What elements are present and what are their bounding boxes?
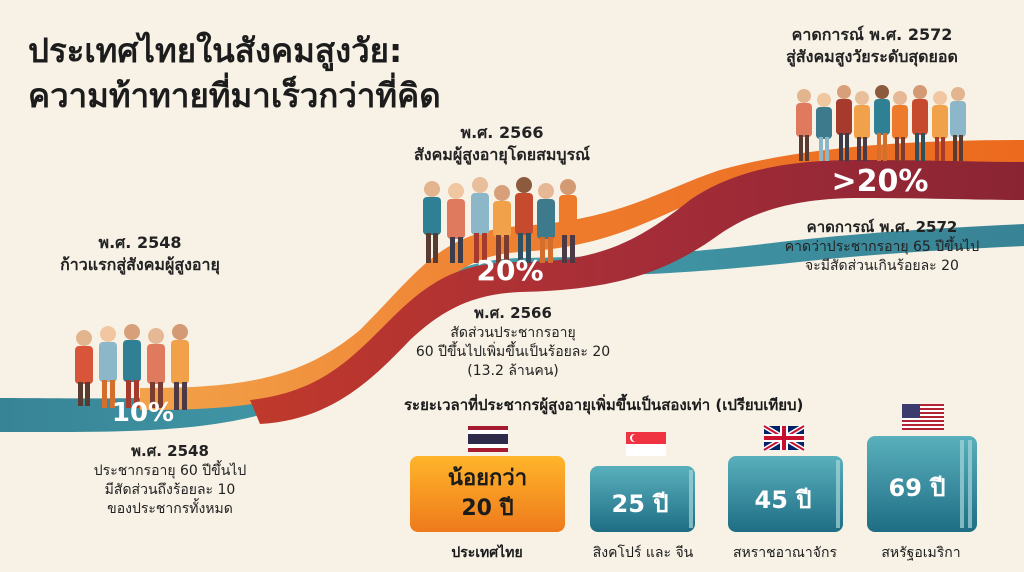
milestone-2548-heading: พ.ศ. 2548 ก้าวแรกสู่สังคมผู้สูงอายุ bbox=[20, 232, 260, 276]
milestone-2548-percent: 10% bbox=[111, 398, 175, 428]
milestone-2572-title: สู่สังคมสูงวัยระดับสุดยอด bbox=[786, 47, 958, 66]
thailand-flag bbox=[468, 426, 508, 452]
milestone-2566-detail-line: 60 ปีขึ้นไปเพิ่มขึ้นเป็นร้อยละ 20 bbox=[415, 344, 611, 360]
milestone-2566-heading: พ.ศ. 2566 สังคมผู้สูงอายุโดยสมบูรณ์ bbox=[372, 122, 632, 166]
crimson-ribbon bbox=[250, 160, 1024, 424]
milestone-2548-year: พ.ศ. 2548 bbox=[98, 233, 182, 252]
country-label-thailand: ประเทศไทย bbox=[451, 545, 523, 561]
milestone-2548-detail-line: ประชากรอายุ 60 ปีขึ้นไป bbox=[93, 463, 247, 479]
milestone-2566-detail-line: (13.2 ล้านคน) bbox=[467, 363, 559, 379]
bar-usa-value: 69 ปี bbox=[888, 474, 946, 502]
milestone-2548-title: ก้าวแรกสู่สังคมผู้สูงอายุ bbox=[60, 255, 220, 274]
bar-thailand-value-line-1: น้อยกว่า bbox=[447, 466, 528, 491]
milestone-2566-detail: พ.ศ. 2566 สัดส่วนประชากรอายุ 60 ปีขึ้นไป… bbox=[388, 302, 638, 381]
milestone-2566-detail-line: สัดส่วนประชากรอายุ bbox=[450, 325, 576, 341]
country-label-usa: สหรัฐอเมริกา bbox=[881, 545, 961, 561]
elderly-group-illustration-2566 bbox=[423, 177, 577, 263]
title-line-2: ความท้าทายที่มาเร็วกว่าที่คิด bbox=[28, 76, 441, 115]
milestone-2572-detail-year: คาดการณ์ พ.ศ. 2572 bbox=[806, 218, 958, 236]
milestone-2572-detail-line: จะมีสัดส่วนเกินร้อยละ 20 bbox=[805, 258, 959, 274]
title-line-1: ประเทศไทยในสังคมสูงวัย: bbox=[28, 31, 403, 70]
bar-singapore-china-value: 25 ปี bbox=[611, 490, 669, 518]
milestone-2572-heading: คาดการณ์ พ.ศ. 2572 สู่สังคมสูงวัยระดับสุ… bbox=[752, 24, 992, 68]
milestone-2566-percent: 20% bbox=[476, 254, 544, 287]
milestone-2566-title: สังคมผู้สูงอายุโดยสมบูรณ์ bbox=[413, 145, 590, 164]
uk-flag bbox=[762, 423, 806, 453]
elderly-group-illustration-2572 bbox=[796, 85, 966, 161]
milestone-2566-detail-year: พ.ศ. 2566 bbox=[474, 304, 552, 322]
milestone-2548-detail-line: มีสัดส่วนถึงร้อยละ 10 bbox=[104, 482, 236, 498]
milestone-2572-detail: คาดการณ์ พ.ศ. 2572 คาดว่าประชากรอายุ 65 … bbox=[762, 216, 1002, 276]
comparison-title: ระยะเวลาที่ประชากรผู้สูงอายุเพิ่มขึ้นเป็… bbox=[404, 396, 804, 414]
bar-uk-value: 45 ปี bbox=[754, 486, 812, 514]
milestone-2548-detail-line: ของประชากรทั้งหมด bbox=[107, 501, 233, 517]
page-title: ประเทศไทยในสังคมสูงวัย: ความท้าทายที่มาเ… bbox=[28, 28, 441, 118]
milestone-2548-detail-year: พ.ศ. 2548 bbox=[131, 442, 209, 460]
usa-flag bbox=[902, 404, 944, 430]
milestone-2572-detail-line: คาดว่าประชากรอายุ 65 ปีขึ้นไป bbox=[784, 239, 980, 255]
bar-thailand-value-line-2: 20 ปี bbox=[461, 496, 514, 521]
milestone-2572-percent: >20% bbox=[831, 164, 929, 199]
milestone-2572-year: คาดการณ์ พ.ศ. 2572 bbox=[791, 25, 953, 44]
bar-thailand-value: น้อยกว่า 20 ปี bbox=[410, 464, 565, 524]
singapore-flag bbox=[626, 432, 666, 456]
country-label-uk: สหราชอาณาจักร bbox=[733, 545, 837, 561]
comparison-bars bbox=[410, 436, 977, 532]
orange-ribbon bbox=[140, 140, 1024, 410]
country-label-singapore-china: สิงคโปร์ และ จีน bbox=[592, 545, 694, 561]
elderly-group-illustration-2548 bbox=[75, 324, 189, 410]
milestone-2566-year: พ.ศ. 2566 bbox=[460, 123, 544, 142]
milestone-2548-detail: พ.ศ. 2548 ประชากรอายุ 60 ปีขึ้นไป มีสัดส… bbox=[60, 440, 280, 519]
